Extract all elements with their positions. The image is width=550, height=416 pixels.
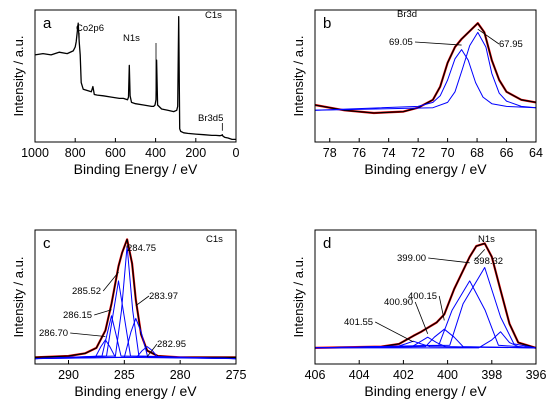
x-tick-label: 402 (393, 368, 414, 382)
x-tick-label: 398 (481, 368, 502, 382)
series-line-4 (314, 280, 537, 349)
x-tick-label: 78 (323, 146, 337, 160)
panel-d: 406 404 402 400 398 396 Binding energy / eV Int… (291, 229, 547, 399)
x-tick-label: 600 (105, 146, 126, 160)
plot-frame (314, 9, 537, 143)
annotation-leader (135, 295, 150, 307)
x-tick-label: 404 (349, 368, 370, 382)
series-line-4 (34, 315, 237, 360)
y-axis-label: Intensity / a.u. (11, 257, 26, 338)
x-tick-label: 66 (500, 146, 514, 160)
peak-annotation: C1s (205, 10, 222, 21)
series-line-2 (314, 49, 537, 111)
y-axis-label: Intensity / a.u. (291, 36, 306, 117)
series-line-0 (34, 15, 236, 141)
series-line-0 (314, 22, 537, 115)
x-axis-label: Binding energy / eV (74, 383, 197, 399)
x-tick-label: 290 (58, 368, 79, 382)
x-tick-label: 200 (185, 146, 206, 160)
panel-c: 290 285 280 275 Binding energy / eV Intensity… (11, 229, 247, 399)
peak-annotation: Co2p6 (76, 23, 104, 34)
peak-annotation: 284.75 (127, 243, 156, 254)
peak-annotation: 398.32 (474, 256, 503, 267)
x-tick-label: 400 (145, 146, 166, 160)
annotation-leader (438, 295, 445, 321)
plot-frame (34, 9, 237, 143)
panel-title: Br3d (397, 9, 417, 20)
x-tick-label: 800 (65, 146, 86, 160)
annotation-leader (146, 343, 158, 357)
x-axis-label: Binding energy / eV (364, 383, 487, 399)
annotation-leader (414, 301, 429, 334)
peak-annotation: N1s (123, 33, 140, 44)
x-tick-label: 396 (526, 368, 547, 382)
peak-annotation: 69.05 (389, 37, 413, 48)
series-line-1 (314, 22, 537, 114)
x-tick-label: 74 (382, 146, 396, 160)
x-tick-label: 275 (226, 368, 247, 382)
series-line-7 (314, 340, 537, 349)
panel-letter: c (43, 235, 51, 252)
panel-title: N1s (478, 234, 495, 245)
y-axis-label: Intensity / a.u. (291, 257, 306, 338)
x-tick-label: 64 (529, 146, 543, 160)
x-tick-label: 400 (437, 368, 458, 382)
panel-title: C1s (206, 234, 223, 245)
x-axis-label: Binding energy / eV (364, 161, 487, 177)
series-line-1 (34, 238, 236, 358)
plot-frame (34, 229, 237, 365)
x-tick-label: 0 (233, 146, 240, 160)
x-tick-label: 280 (170, 368, 191, 382)
annotation-leader (375, 321, 414, 343)
annotation-leader (477, 28, 500, 45)
annotation-leader (102, 271, 119, 292)
x-tick-label: 68 (470, 146, 484, 160)
peak-annotation: 400.15 (408, 291, 437, 302)
peak-annotation: 286.15 (63, 310, 92, 321)
peak-annotation: 67.95 (499, 39, 523, 50)
x-tick-label: 76 (352, 146, 366, 160)
y-axis-label: Intensity / a.u. (11, 36, 26, 117)
x-tick-label: 70 (441, 146, 455, 160)
annotation-leader (94, 309, 112, 316)
annotation-leader (473, 249, 486, 262)
series-line-3 (314, 267, 537, 349)
peak-annotation: 283.97 (149, 291, 178, 302)
peak-annotation: Br3d5 (198, 113, 223, 124)
series-line-7 (34, 346, 237, 360)
annotation-leader (428, 257, 470, 264)
peak-annotation: 285.52 (72, 286, 101, 297)
panel-letter: a (43, 15, 52, 32)
annotation-leader (70, 332, 106, 337)
series-line-3 (314, 31, 537, 111)
peak-annotation: 401.55 (344, 317, 373, 328)
panel-letter: d (323, 235, 331, 252)
peak-annotation: 399.00 (397, 253, 426, 264)
peak-annotation: 400.90 (384, 297, 413, 308)
x-axis-label: Binding Energy / eV (74, 161, 198, 177)
annotation-leader (414, 41, 462, 46)
x-tick-label: 1000 (21, 146, 49, 160)
peak-annotation: 282.95 (157, 339, 186, 350)
peak-annotation: 286.70 (39, 328, 68, 339)
x-tick-label: 72 (411, 146, 425, 160)
plot-frame (314, 229, 537, 365)
panel-a: 1000 800 600 400 200 0 Binding Energy / eV Inte… (11, 9, 240, 177)
x-tick-label: 285 (114, 368, 135, 382)
x-tick-label: 406 (305, 368, 326, 382)
panel-b: 78 76 74 72 70 68 66 64 Binding energy / eV Inten… (291, 9, 543, 177)
series-line-1 (314, 242, 537, 349)
panel-letter: b (323, 15, 331, 32)
